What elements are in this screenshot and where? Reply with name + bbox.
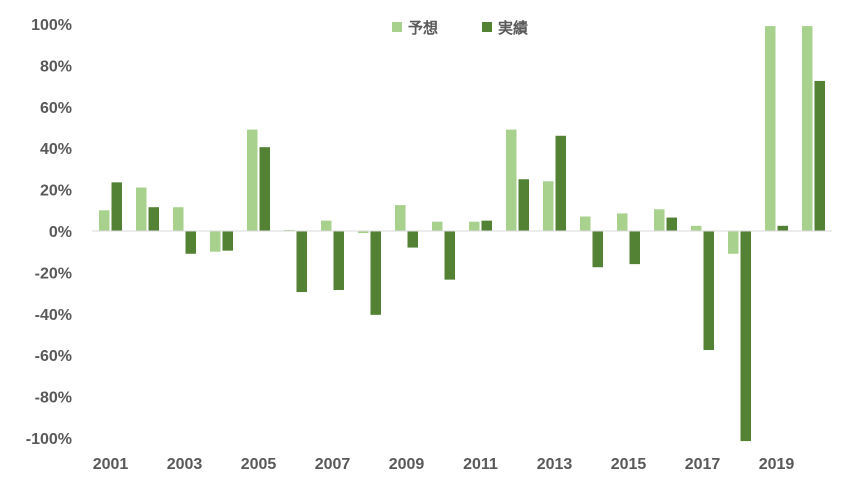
legend-swatch-forecast (392, 22, 402, 32)
x-tick-label: 2015 (611, 456, 647, 473)
y-tick-label: -20% (35, 265, 72, 282)
bars (99, 26, 825, 442)
y-tick-label: -80% (35, 390, 72, 407)
bar-forecast-2016 (654, 209, 665, 231)
y-tick-label: 0% (49, 224, 72, 241)
bar-forecast-2014 (580, 216, 591, 231)
x-tick-label: 2007 (315, 456, 351, 473)
bar-actual-2016 (666, 217, 677, 231)
y-tick-label: -40% (35, 307, 72, 324)
bar-forecast-2007 (321, 220, 332, 231)
bar-actual-2011 (481, 220, 492, 231)
bar-actual-2002 (148, 207, 159, 231)
bar-forecast-2005 (247, 129, 258, 231)
bar-forecast-2019 (765, 26, 776, 231)
bar-actual-2015 (629, 231, 640, 265)
legend-swatch-actual (482, 22, 492, 32)
bar-forecast-2008 (358, 231, 369, 234)
x-tick-label: 2011 (463, 456, 498, 473)
bar-forecast-2020 (802, 26, 813, 231)
bar-forecast-2004 (210, 231, 221, 252)
x-axis-tick-labels: 2001 2003 2005 2007 2009 2011 2013 2015 2017 2019 (93, 456, 795, 473)
bar-forecast-2003 (173, 207, 184, 231)
y-axis-tick-labels: 100% 80% 60% 40% 20% 0% -20% -40% -60% -80% -100% (26, 17, 72, 448)
bar-actual-2009 (407, 231, 418, 248)
y-tick-label: 100% (31, 17, 72, 34)
y-tick-label: -60% (35, 348, 72, 365)
y-tick-label: 60% (40, 100, 72, 117)
bar-actual-2012 (518, 179, 529, 231)
x-tick-label: 2009 (389, 456, 425, 473)
y-tick-label: -100% (26, 431, 72, 448)
legend: 予想 実績 (392, 19, 528, 37)
y-tick-label: 80% (40, 58, 72, 75)
bar-forecast-2017 (691, 225, 702, 231)
bar-actual-2005 (259, 147, 270, 231)
bar-forecast-2010 (432, 221, 443, 231)
bar-actual-2017 (703, 231, 714, 351)
bar-actual-2001 (111, 182, 122, 231)
bar-actual-2004 (222, 231, 233, 251)
bar-forecast-2012 (506, 129, 517, 231)
y-tick-label: 40% (40, 141, 72, 158)
bar-actual-2019 (777, 225, 788, 231)
bar-forecast-2011 (469, 221, 480, 231)
bar-forecast-2006 (284, 229, 295, 231)
legend-label-actual: 実績 (498, 19, 528, 37)
x-tick-label: 2003 (167, 456, 203, 473)
bar-actual-2007 (333, 231, 344, 290)
bar-actual-2008 (370, 231, 381, 315)
bar-actual-2003 (185, 231, 196, 254)
bar-actual-2010 (444, 231, 455, 280)
x-tick-label: 2005 (241, 456, 277, 473)
bar-actual-2018 (740, 231, 751, 442)
bar-forecast-2009 (395, 205, 406, 231)
x-tick-label: 2001 (93, 456, 129, 473)
bar-actual-2006 (296, 231, 307, 293)
y-tick-label: 20% (40, 183, 72, 200)
bar-forecast-2013 (543, 181, 554, 231)
bar-forecast-2002 (136, 187, 147, 231)
bar-actual-2013 (555, 135, 566, 231)
legend-label-forecast: 予想 (408, 19, 438, 37)
bar-forecast-2001 (99, 210, 110, 231)
x-tick-label: 2019 (759, 456, 795, 473)
x-tick-label: 2017 (685, 456, 721, 473)
bar-forecast-2018 (728, 231, 739, 254)
bar-forecast-2015 (617, 213, 628, 231)
bar-actual-2020 (814, 80, 825, 231)
bar-actual-2014 (592, 231, 603, 268)
x-tick-label: 2013 (537, 456, 573, 473)
